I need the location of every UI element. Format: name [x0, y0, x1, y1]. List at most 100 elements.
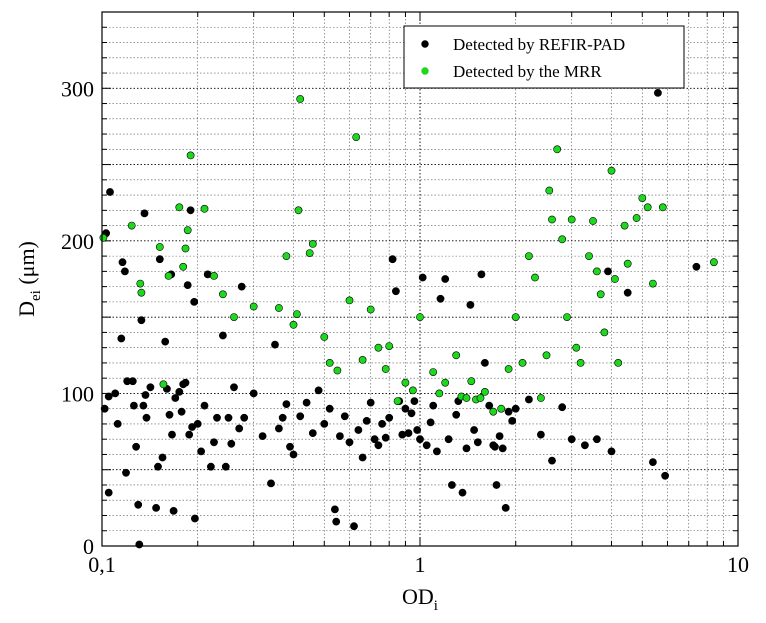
refir-pad-point — [470, 426, 478, 434]
refir-pad-point — [422, 441, 431, 450]
refir-pad-point — [447, 481, 456, 489]
mrr-point — [638, 194, 647, 202]
mrr-point — [620, 221, 629, 230]
x-axis-label: ODi — [402, 584, 438, 614]
mrr-point — [127, 221, 136, 230]
mrr-point — [183, 226, 192, 235]
mrr-point — [358, 355, 367, 364]
mrr-point — [296, 95, 305, 103]
refir-pad-point — [137, 316, 146, 325]
refir-pad-point — [485, 401, 494, 410]
refir-pad-point — [282, 400, 291, 408]
refir-pad-point — [548, 456, 556, 465]
refir-pad-point — [249, 389, 258, 398]
refir-pad-point — [623, 288, 632, 297]
mrr-point — [548, 215, 556, 224]
mrr-point — [607, 166, 616, 175]
refir-pad-point — [155, 255, 164, 264]
mrr-point — [649, 279, 657, 288]
refir-pad-point — [358, 453, 367, 462]
refir-pad-point — [139, 401, 148, 410]
refir-pad-point — [490, 442, 499, 451]
refir-pad-point — [416, 435, 424, 444]
mrr-point — [401, 378, 410, 387]
refir-pad-point — [142, 413, 151, 422]
refir-pad-point — [654, 89, 662, 97]
refir-pad-point — [508, 416, 517, 425]
mrr-point — [230, 313, 238, 321]
mrr-point — [99, 233, 108, 242]
refir-pad-point — [104, 488, 113, 497]
refir-pad-point — [308, 429, 317, 437]
mrr-point — [542, 351, 551, 360]
refir-pad-point — [418, 273, 427, 282]
refir-pad-point — [692, 262, 701, 271]
refir-pad-point — [354, 426, 363, 434]
refir-pad-point — [429, 401, 438, 410]
refir-pad-point — [649, 458, 657, 466]
mrr-point — [632, 214, 641, 222]
legend-marker-mrr — [421, 67, 429, 75]
mrr-point — [611, 275, 619, 283]
refir-pad-point — [345, 438, 354, 447]
refir-pad-point — [391, 287, 400, 296]
refir-pad-point — [441, 275, 450, 283]
series-mrr — [99, 95, 718, 416]
legend-label-mrr: Detected by the MRR — [453, 62, 602, 81]
refir-pad-point — [444, 435, 453, 444]
refir-pad-point — [200, 401, 209, 410]
mrr-point — [497, 404, 506, 413]
mrr-point — [333, 366, 342, 375]
y-tick-label: 200 — [61, 229, 94, 254]
refir-pad-point — [210, 438, 218, 447]
legend-label-refir-pad: Detected by REFIR-PAD — [453, 35, 625, 54]
refir-pad-point — [122, 468, 130, 477]
refir-pad-point — [168, 430, 176, 439]
refir-pad-point — [213, 413, 221, 422]
mrr-point — [305, 249, 314, 257]
y-tick-label: 0 — [83, 534, 94, 559]
refir-pad-point — [370, 435, 379, 444]
refir-pad-point — [495, 432, 504, 440]
mrr-point — [563, 313, 571, 321]
refir-pad-point — [289, 450, 298, 459]
refir-pad-point — [221, 462, 230, 471]
refir-pad-point — [237, 282, 246, 291]
refir-pad-point — [362, 416, 371, 425]
refir-pad-point — [388, 255, 397, 264]
mrr-point — [136, 279, 145, 288]
mrr-point — [545, 186, 554, 195]
refir-pad-point — [314, 386, 323, 395]
grid-lines — [102, 12, 738, 546]
refir-pad-point — [320, 419, 329, 428]
refir-pad-point — [128, 377, 137, 386]
mrr-point — [155, 243, 164, 251]
mrr-point — [181, 244, 190, 253]
refir-pad-point — [504, 407, 513, 416]
refir-pad-point — [302, 398, 311, 407]
refir-pad-point — [525, 395, 533, 404]
mrr-point — [416, 313, 424, 321]
mrr-point — [480, 387, 489, 396]
mrr-point — [381, 365, 390, 373]
refir-pad-point — [477, 270, 486, 279]
refir-pad-point — [607, 447, 616, 456]
y-tick-label: 100 — [61, 381, 94, 406]
mrr-point — [289, 320, 298, 329]
mrr-point — [553, 145, 562, 154]
refir-pad-point — [661, 471, 669, 480]
mrr-point — [567, 215, 576, 224]
mrr-point — [200, 204, 209, 213]
legend: Detected by REFIR-PAD Detected by the MR… — [403, 25, 685, 89]
refir-pad-point — [197, 447, 205, 456]
refir-pad-point — [480, 358, 489, 367]
refir-pad-point — [296, 412, 305, 421]
refir-pad-point — [140, 209, 149, 218]
mrr-point — [504, 365, 513, 373]
refir-pad-point — [558, 403, 567, 412]
refir-pad-point — [190, 514, 199, 523]
refir-pad-point — [230, 383, 238, 392]
refir-pad-point — [567, 435, 576, 444]
